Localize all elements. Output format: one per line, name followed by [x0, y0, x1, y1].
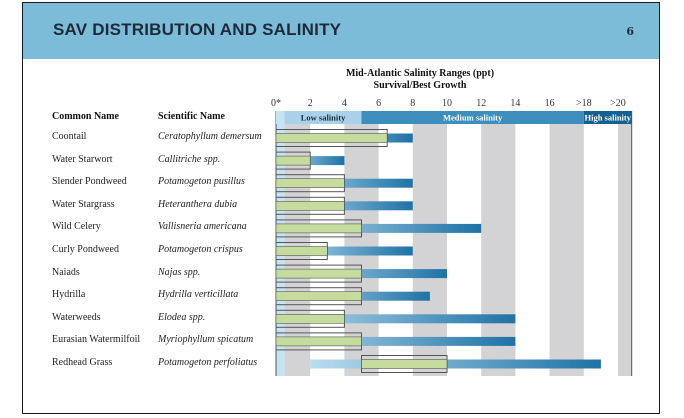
chart-title: Mid-Atlantic Salinity Ranges (ppt): [345, 68, 495, 79]
scientific-name-label: Najas spp.: [158, 266, 201, 278]
x-tick-label: 14: [510, 98, 520, 109]
best-growth-bar: [275, 201, 345, 211]
zone-band: [361, 111, 584, 124]
survival-range-bar: [276, 336, 516, 346]
scientific-name-label: Myriophyllum spicatum: [158, 334, 254, 346]
common-name-label: Water Starwort: [52, 153, 113, 165]
zone-band: [284, 111, 362, 124]
survival-range-bar: [276, 314, 516, 324]
x-tick-label: 6: [376, 98, 381, 109]
scientific-name-label: Potamogeton pusillus: [158, 176, 245, 188]
best-growth-bar: [275, 313, 345, 324]
best-growth-bar: [275, 291, 362, 302]
scientific-name-label: Potamogeton perfoliatus: [158, 357, 258, 368]
common-name-label: Redhead Grass: [52, 357, 113, 368]
column-header-common-name: Common Name: [52, 111, 119, 122]
scientific-name-label: Vallisneria americana: [158, 221, 247, 233]
zone-band: [583, 111, 632, 124]
common-name-label: Slender Pondweed: [52, 176, 127, 188]
survival-range-bar: [276, 246, 413, 256]
zone-label: High salinity: [584, 113, 631, 123]
common-name-label: Water Stargrass: [52, 198, 115, 210]
best-growth-bar: [275, 223, 362, 234]
best-growth-bar: [275, 133, 388, 143]
chart-subtitle: Survival/Best Growth: [373, 80, 467, 91]
header-band: SAV DISTRIBUTION AND SALINITY 6: [23, 3, 659, 59]
grid-band: [481, 124, 516, 376]
common-name-label: Hydrilla: [52, 289, 86, 301]
scientific-name-label: Elodea spp.: [158, 311, 206, 323]
x-tick-label: 12: [476, 98, 486, 109]
grid-band: [549, 124, 584, 376]
best-growth-bar: [275, 178, 345, 188]
common-name-label: Curly Pondweed: [52, 244, 119, 255]
scientific-name-label: Callitriche spp.: [158, 153, 221, 165]
x-tick-label: 4: [342, 98, 347, 109]
best-growth-bar: [361, 359, 448, 369]
page-title: SAV DISTRIBUTION AND SALINITY: [53, 20, 342, 39]
column-header-scientific-name: Scientific Name: [158, 111, 225, 122]
x-tick-label: 16: [545, 98, 555, 109]
x-tick-label: 2: [308, 98, 313, 109]
zone-label: Medium salinity: [443, 113, 503, 123]
scientific-name-label: Heteranthera dubia: [158, 198, 238, 210]
page-number: 6: [626, 25, 634, 38]
survival-range-bar: [310, 359, 601, 369]
zone-label: Low salinity: [301, 113, 346, 123]
common-name-label: Naiads: [52, 266, 80, 278]
grid-band: [618, 124, 632, 376]
x-tick-label: 8: [410, 98, 415, 109]
best-growth-bar: [275, 336, 362, 347]
x-tick-label: >18: [576, 98, 592, 109]
survival-range-bar: [276, 223, 482, 233]
common-name-label: Coontail: [52, 131, 87, 142]
scientific-name-label: Potamogeton crispus: [158, 244, 243, 255]
best-growth-bar: [275, 155, 311, 166]
best-growth-bar: [275, 268, 362, 279]
common-name-label: Waterweeds: [52, 311, 101, 323]
scientific-name-label: Ceratophyllum demersum: [158, 131, 262, 142]
scientific-name-label: Hydrilla verticillata: [158, 289, 239, 301]
x-tick-label: 10: [442, 98, 452, 109]
x-tick-label: 0*: [271, 98, 281, 109]
common-name-label: Wild Celery: [52, 221, 101, 233]
x-tick-label: >20: [610, 98, 626, 109]
grid-band: [412, 124, 447, 376]
best-growth-bar: [275, 246, 328, 256]
common-name-label: Eurasian Watermilfoil: [52, 334, 141, 346]
zone-band: [276, 111, 285, 124]
